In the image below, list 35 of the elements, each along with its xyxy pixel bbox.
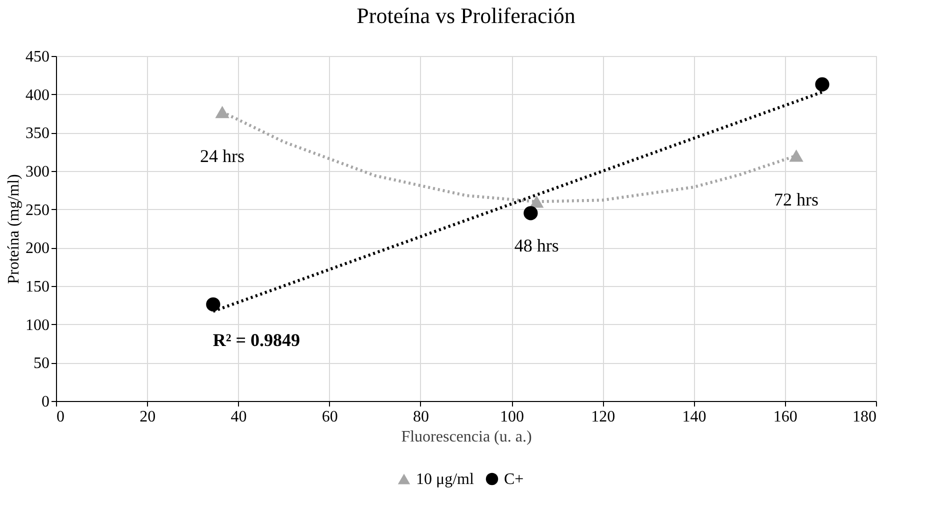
x-tick-label: 0 bbox=[56, 408, 64, 426]
y-tick-label: 300 bbox=[26, 164, 50, 180]
point bbox=[530, 196, 544, 208]
point bbox=[215, 106, 230, 118]
y-tick-label: 400 bbox=[26, 86, 50, 104]
annotation: R² = 0.9849 bbox=[212, 330, 300, 350]
point bbox=[815, 77, 830, 92]
x-tick-label: 100 bbox=[500, 408, 524, 426]
annotation: 72 hrs bbox=[774, 190, 819, 210]
y-tick-label: 450 bbox=[26, 48, 50, 66]
y-tick-label: 150 bbox=[26, 278, 50, 296]
point bbox=[789, 150, 804, 162]
y-tick-label: 250 bbox=[26, 202, 50, 219]
x-tick-label: 120 bbox=[591, 408, 616, 426]
x-tick-label: 140 bbox=[682, 408, 706, 426]
chart-title: Proteína vs Proliferación bbox=[356, 3, 576, 28]
point bbox=[524, 206, 538, 220]
y-tick-label: 100 bbox=[26, 316, 50, 334]
x-tick-label: 160 bbox=[773, 408, 798, 426]
y-tick-label: 0 bbox=[42, 394, 50, 410]
legend-label: 10 μg/ml bbox=[416, 471, 474, 488]
x-tick-label: 60 bbox=[322, 408, 338, 426]
annotation: 48 hrs bbox=[514, 236, 559, 256]
y-axis-title: Proteína (mg/ml) bbox=[6, 174, 22, 284]
legend-label: C+ bbox=[504, 471, 524, 488]
x-tick-label: 180 bbox=[852, 408, 876, 426]
annotation: 24 hrs bbox=[200, 146, 245, 166]
y-tick-label: 50 bbox=[34, 355, 50, 372]
x-axis-title: Fluorescencia (u. a.) bbox=[401, 428, 532, 446]
y-tick-label: 350 bbox=[26, 125, 50, 142]
x-tick-label: 40 bbox=[230, 408, 247, 426]
y-tick-label: 200 bbox=[26, 240, 50, 258]
point bbox=[206, 297, 220, 312]
x-tick-label: 80 bbox=[412, 408, 429, 426]
x-tick-label: 20 bbox=[140, 408, 156, 426]
